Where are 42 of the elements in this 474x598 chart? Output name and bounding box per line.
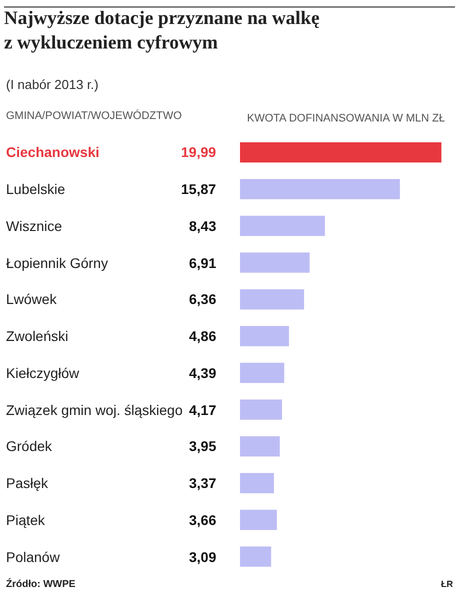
y-tick-label: Pasłęk <box>6 475 50 491</box>
y-axis-title: GMINA/POWIAT/WOJEWÓDZTWO <box>6 109 182 122</box>
data-label: 3,95 <box>189 438 216 454</box>
y-tick-label: Związek gmin woj. śląskiego <box>6 402 183 418</box>
y-tick-label: Lwówek <box>6 291 58 307</box>
y-tick-label: Ciechanowski <box>6 144 100 160</box>
text: (I nabór 2013 r.) <box>6 77 98 92</box>
data-label: 8,43 <box>189 218 216 234</box>
bar <box>240 216 325 236</box>
bar <box>240 546 272 567</box>
bar <box>240 400 282 420</box>
bar <box>240 436 280 456</box>
chart-title: Najwyższe dotacje przyznane na walkę z wykluczeniem cyfrowym <box>4 8 320 54</box>
data-label: 6,36 <box>189 291 216 307</box>
data-label: 15,87 <box>181 181 216 197</box>
x-axis-title: KWOTA DOFINANSOWANIA W MLN ZŁ <box>246 112 446 125</box>
y-tick-label: Gródek <box>6 438 53 454</box>
y-tick-label: Wisznice <box>6 218 62 234</box>
bar <box>240 252 310 273</box>
data-label: 6,91 <box>189 255 216 271</box>
data-label: 3,66 <box>189 512 216 528</box>
y-tick-label: Polanów <box>6 549 61 565</box>
y-tick-label: Piątek <box>6 512 46 528</box>
y-tick-label: Zwoleński <box>6 328 68 344</box>
y-tick-label: Lubelskie <box>6 181 66 197</box>
bar <box>240 326 289 346</box>
data-label: 4,39 <box>189 365 216 381</box>
data-label: 4,17 <box>189 402 216 418</box>
bar <box>240 362 284 383</box>
data-label: 3,37 <box>189 475 216 491</box>
text: ŁR <box>441 579 454 589</box>
text: Źródło: WWPE <box>6 578 76 590</box>
y-tick-label: Łopiennik Górny <box>6 255 108 271</box>
data-label: 3,09 <box>189 549 216 565</box>
bar <box>240 473 274 494</box>
y-tick-label: Kiełczygłów <box>6 365 80 381</box>
bar <box>240 179 400 200</box>
bar <box>240 142 442 162</box>
data-label: 4,86 <box>189 328 216 344</box>
bar <box>240 510 277 530</box>
bar <box>240 289 304 310</box>
data-label: 19,99 <box>181 144 216 160</box>
